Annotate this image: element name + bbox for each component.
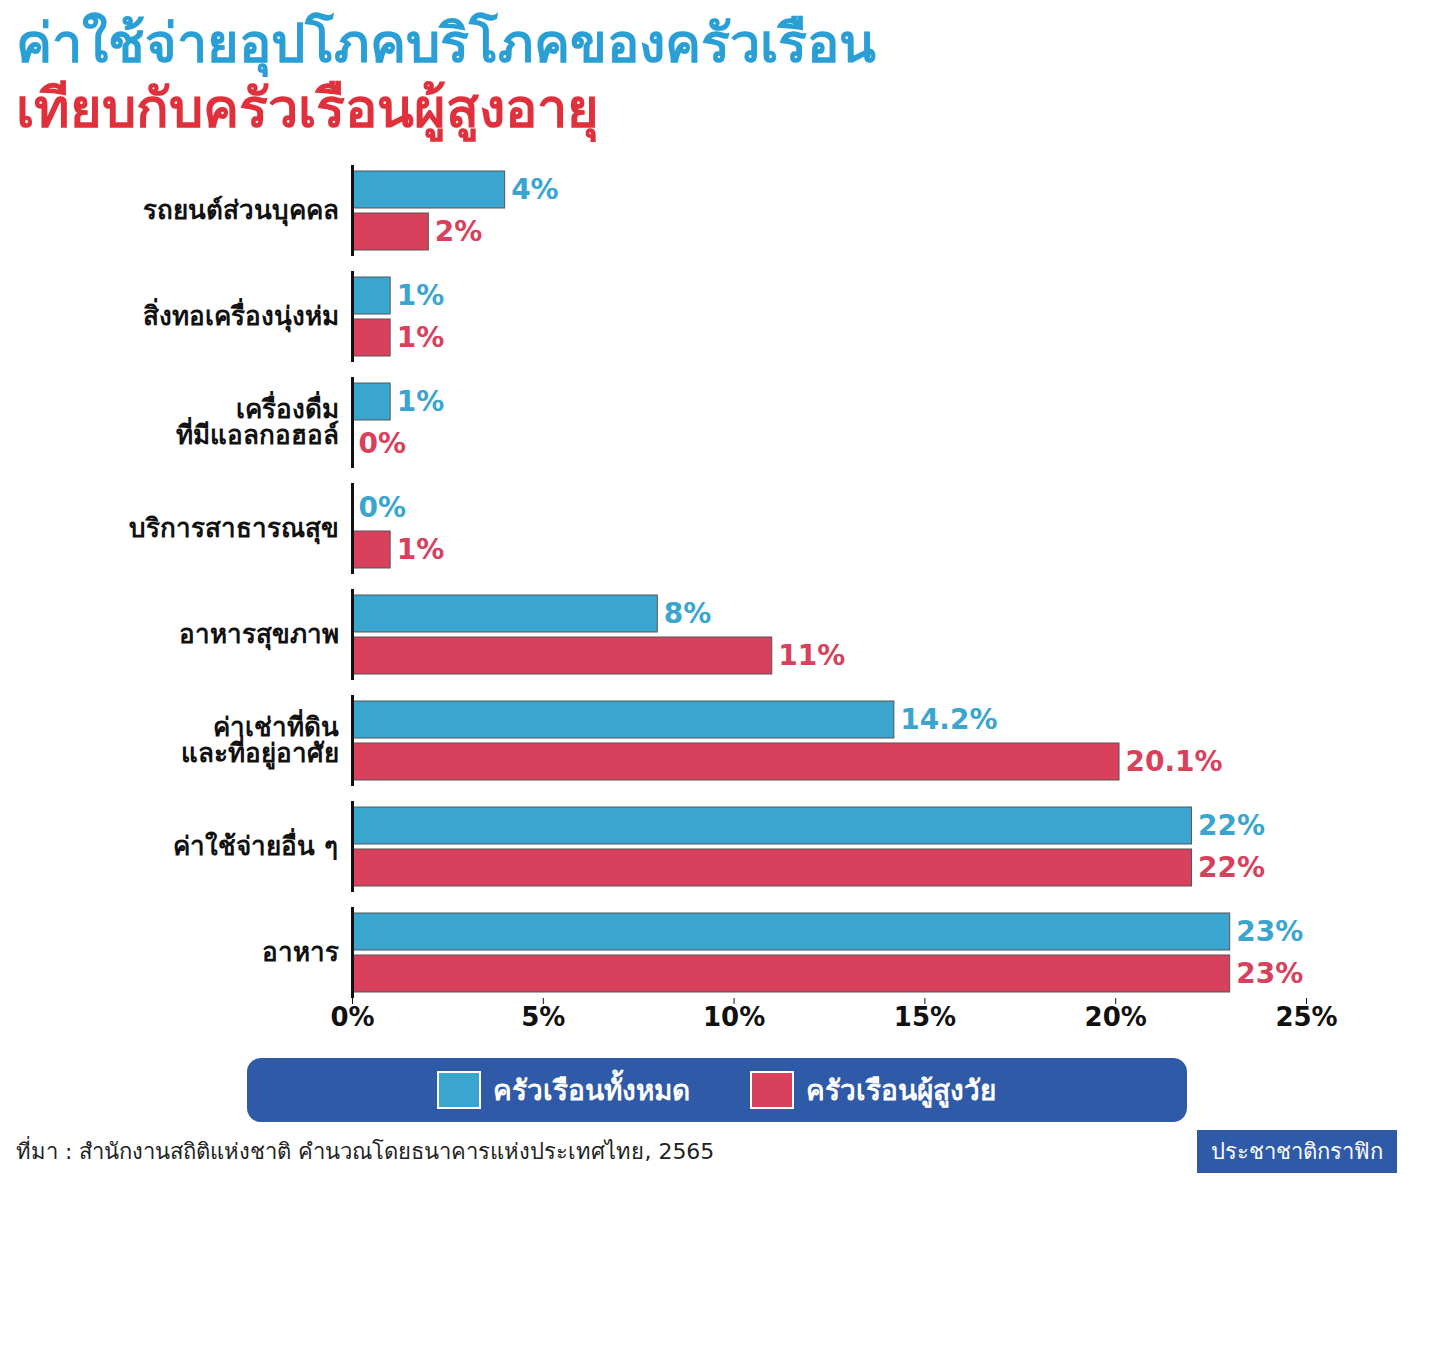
svg-text:15%: 15% [894, 1002, 956, 1032]
svg-text:อาหารสุขภาพ: อาหารสุขภาพ [179, 619, 339, 651]
svg-text:0%: 0% [359, 491, 407, 524]
svg-text:20%: 20% [1085, 1002, 1147, 1032]
svg-text:0%: 0% [359, 427, 407, 460]
svg-text:อาหาร: อาหาร [262, 937, 339, 967]
svg-text:5%: 5% [521, 1002, 565, 1032]
svg-text:10%: 10% [703, 1002, 765, 1032]
svg-text:ค่าเช่าที่ดินและที่อยู่อาศัย: ค่าเช่าที่ดินและที่อยู่อาศัย [181, 708, 339, 770]
svg-text:เครื่องดื่มที่มีแอลกอฮอล์: เครื่องดื่มที่มีแอลกอฮอล์ [176, 390, 339, 450]
svg-text:22%: 22% [1198, 809, 1265, 842]
svg-text:0%: 0% [330, 1002, 374, 1032]
svg-text:11%: 11% [778, 639, 845, 672]
svg-text:22%: 22% [1198, 851, 1265, 884]
svg-text:25%: 25% [1275, 1002, 1337, 1032]
html-text:ครัวเรือนทั้งหมด: ครัวเรือนทั้งหมด [493, 1073, 690, 1107]
svg-text:1%: 1% [397, 533, 445, 566]
svg-text:1%: 1% [397, 321, 445, 354]
svg-text:สิ่งทอเครื่องนุ่งห่ม: สิ่งทอเครื่องนุ่งห่ม [143, 297, 339, 333]
svg-text:บริการสาธารณสุข: บริการสาธารณสุข [129, 513, 339, 545]
svg-text:2%: 2% [435, 215, 483, 248]
svg-text:8%: 8% [664, 597, 712, 630]
html-text:ประชาชาติกราฟิก: ประชาชาติกราฟิก [1211, 1138, 1383, 1164]
html-text:ค่าใช้จ่ายอุปโภคบริโภคของครัวเ: ค่าใช้จ่ายอุปโภคบริโภคของครัวเรือน [16, 12, 876, 75]
svg-text:1%: 1% [397, 385, 445, 418]
svg-text:รถยนต์ส่วนบุคคล: รถยนต์ส่วนบุคคล [143, 195, 339, 227]
html-text:ครัวเรือนผู้สูงวัย: ครัวเรือนผู้สูงวัย [806, 1073, 996, 1107]
html-text:เทียบกับครัวเรือนผู้สูงอายุ: เทียบกับครัวเรือนผู้สูงอายุ [16, 76, 599, 140]
html-text:ที่มา : สำนักงานสถิติแห่งชาติ: ที่มา : สำนักงานสถิติแห่งชาติ คำนวณโดยธน… [16, 1138, 715, 1164]
svg-text:4%: 4% [511, 173, 559, 206]
svg-text:23%: 23% [1236, 915, 1303, 948]
svg-text:20.1%: 20.1% [1126, 745, 1223, 778]
svg-text:ค่าใช้จ่ายอื่น ๆ: ค่าใช้จ่ายอื่น ๆ [173, 827, 338, 861]
svg-text:14.2%: 14.2% [900, 703, 997, 736]
svg-text:23%: 23% [1236, 957, 1303, 990]
svg-text:1%: 1% [397, 279, 445, 312]
